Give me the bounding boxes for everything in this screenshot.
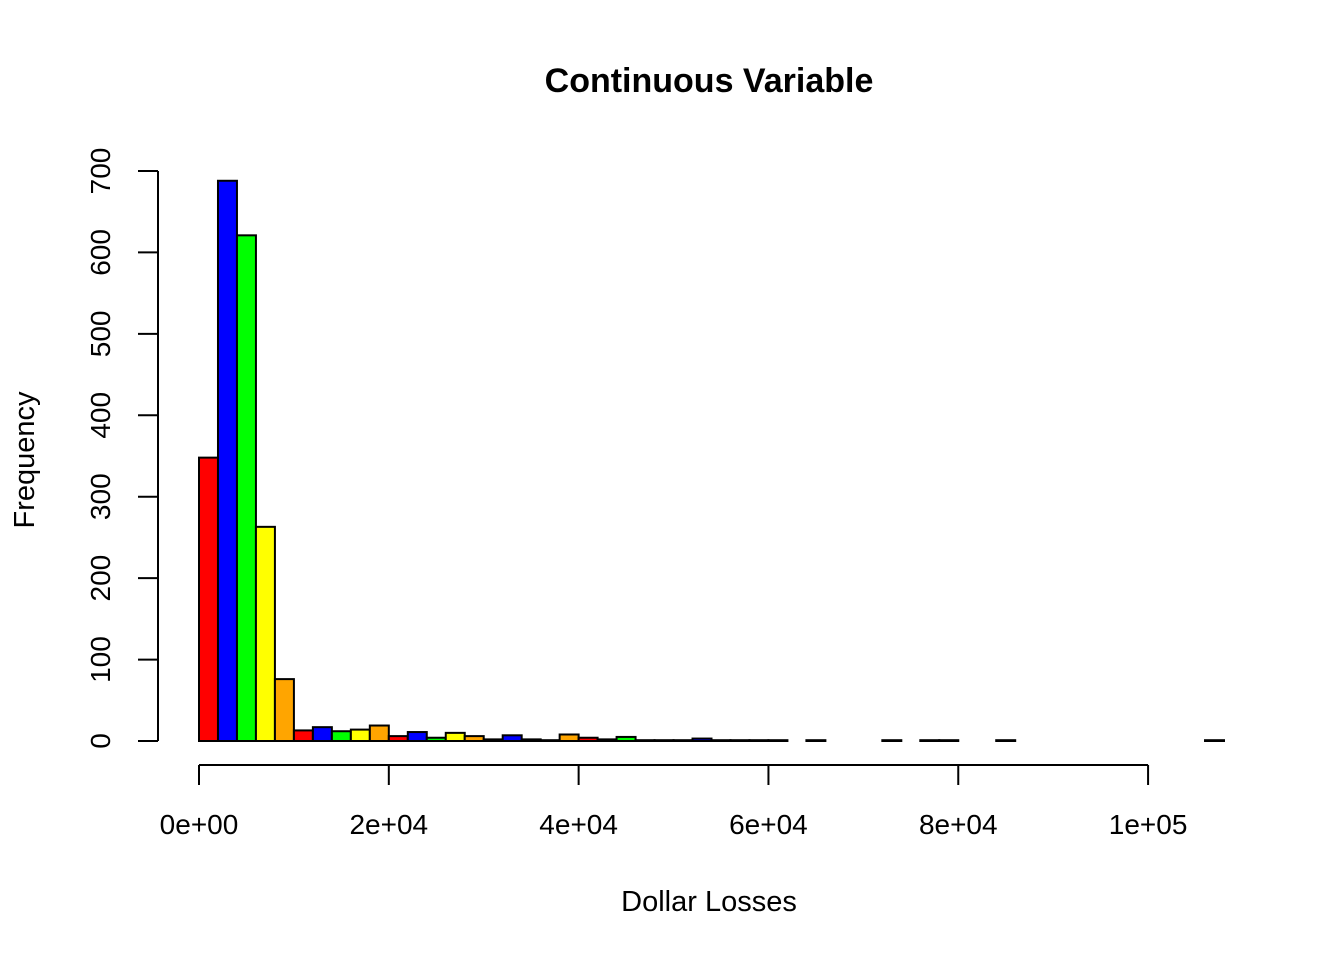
y-tick-label: 700 <box>85 148 116 195</box>
histogram-bar <box>463 735 485 742</box>
histogram-bar <box>805 739 827 743</box>
y-tick-label: 0 <box>85 733 116 749</box>
histogram-bar <box>501 734 523 742</box>
x-tick-label: 1e+05 <box>1109 809 1188 840</box>
histogram-bar <box>254 525 276 743</box>
histogram-bar <box>311 726 333 742</box>
x-axis-label: Dollar Losses <box>621 886 797 918</box>
histogram-bar <box>1204 739 1226 743</box>
x-tick-label: 8e+04 <box>919 809 998 840</box>
chart-title: Continuous Variable <box>545 62 874 100</box>
histogram-bar <box>406 731 428 742</box>
histogram-bar <box>273 678 295 742</box>
histogram-bar <box>577 736 599 742</box>
x-tick-label: 2e+04 <box>349 809 428 840</box>
y-tick-label: 200 <box>85 555 116 602</box>
x-axis: 0e+00 2e+04 4e+04 6e+04 8e+04 1e+05 <box>160 764 1188 840</box>
histogram-bar <box>330 730 352 742</box>
histogram-bar <box>482 738 504 742</box>
histogram-bar <box>444 731 466 742</box>
histogram-bar <box>995 739 1017 743</box>
histogram-bar <box>748 739 770 743</box>
y-tick-label: 400 <box>85 392 116 439</box>
histogram-bar <box>881 739 903 743</box>
histogram-bar <box>387 735 409 742</box>
histogram-bar <box>425 736 447 742</box>
histogram-bar <box>767 739 789 743</box>
histogram-bar <box>292 729 314 742</box>
histogram-bar <box>235 234 257 743</box>
histogram-bar <box>349 728 371 742</box>
bars-group <box>198 179 1226 743</box>
histogram-bar <box>919 739 941 743</box>
histogram-bar <box>198 456 219 742</box>
histogram-bar <box>710 739 732 743</box>
y-tick-label: 600 <box>85 229 116 276</box>
histogram-bar <box>520 738 542 742</box>
histogram-bar <box>596 738 618 742</box>
y-tick-label: 100 <box>85 636 116 683</box>
histogram-bar <box>615 735 637 742</box>
histogram-bar <box>729 739 751 743</box>
histogram-bar <box>691 737 713 742</box>
histogram-bar <box>634 739 656 743</box>
histogram-bar <box>216 179 238 742</box>
x-tick-label: 0e+00 <box>160 809 239 840</box>
y-tick-label: 500 <box>85 311 116 358</box>
y-tick-label: 300 <box>85 473 116 520</box>
x-tick-label: 4e+04 <box>539 809 618 840</box>
y-axis-label: Frequency <box>9 391 41 529</box>
histogram-bar <box>558 733 580 742</box>
histogram-bar <box>653 739 675 743</box>
x-tick-label: 6e+04 <box>729 809 808 840</box>
histogram-bar <box>672 739 694 743</box>
histogram-bar <box>539 739 561 743</box>
histogram-bar <box>938 739 960 743</box>
y-axis: 0 100 200 300 400 500 600 700 <box>85 148 159 749</box>
histogram-bar <box>368 724 390 743</box>
